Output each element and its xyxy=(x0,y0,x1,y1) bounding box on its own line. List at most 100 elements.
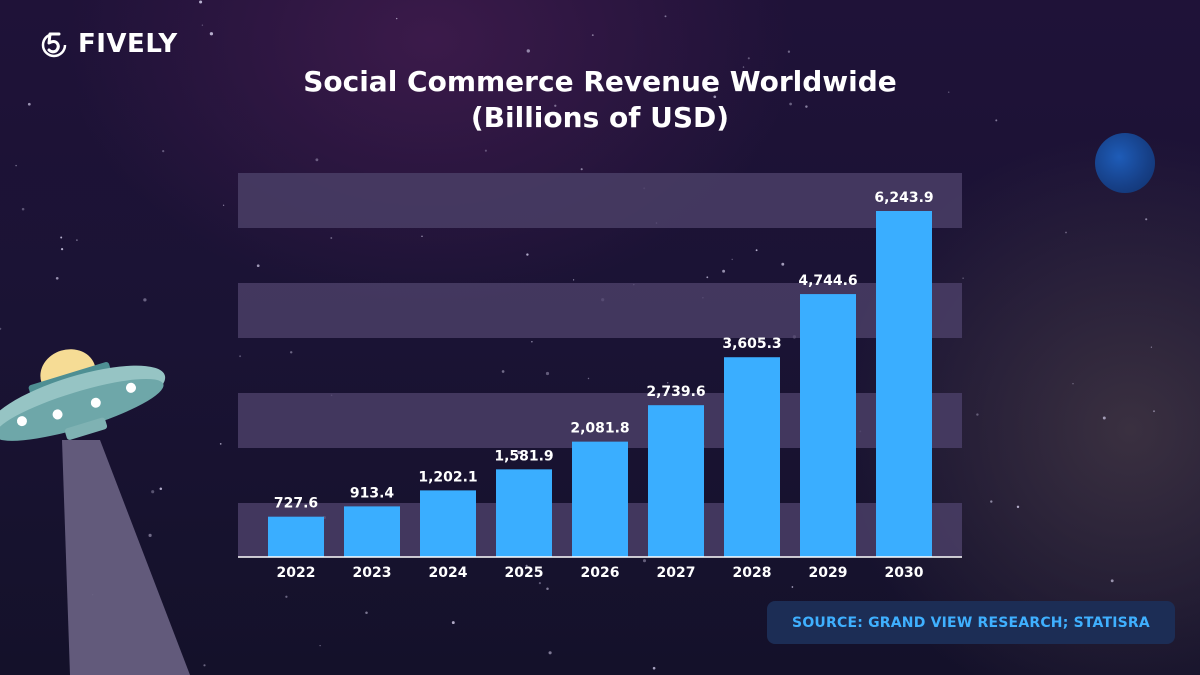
star xyxy=(664,15,667,18)
star xyxy=(484,149,487,152)
data-label-2025: 1,581.9 xyxy=(494,448,553,464)
star xyxy=(781,262,785,266)
star xyxy=(219,443,222,445)
star xyxy=(421,235,423,237)
star xyxy=(256,264,260,268)
star xyxy=(1102,416,1106,420)
star xyxy=(365,611,368,614)
star xyxy=(1150,346,1153,348)
brand-name: FIVELY xyxy=(78,29,178,59)
star xyxy=(1145,218,1148,221)
star xyxy=(319,644,321,647)
star xyxy=(591,34,594,37)
star xyxy=(652,666,656,670)
x-tick-label-2024: 2024 xyxy=(429,565,468,581)
star xyxy=(990,500,993,503)
star xyxy=(538,582,541,585)
x-tick-label-2028: 2028 xyxy=(733,565,772,581)
star xyxy=(545,371,550,376)
star xyxy=(580,168,583,171)
ufo-illustration xyxy=(0,349,190,675)
star xyxy=(330,237,333,239)
star xyxy=(203,664,206,667)
star xyxy=(517,450,521,455)
data-label-2028: 3,605.3 xyxy=(722,336,781,352)
star xyxy=(27,102,31,106)
bar-2030 xyxy=(876,211,932,557)
star xyxy=(572,279,575,281)
star xyxy=(159,487,163,490)
star xyxy=(962,277,964,279)
fively-logo-icon xyxy=(41,32,67,58)
bar-2028 xyxy=(724,357,780,557)
star xyxy=(548,651,552,655)
brand-logo: FIVELY xyxy=(38,28,178,60)
star xyxy=(666,382,669,384)
star xyxy=(731,258,733,261)
chart-title-line1: Social Commerce Revenue Worldwide xyxy=(303,65,897,98)
star xyxy=(525,564,528,568)
star xyxy=(0,327,2,330)
data-label-2024: 1,202.1 xyxy=(418,469,477,485)
bar-2022 xyxy=(268,516,324,557)
star xyxy=(722,269,726,273)
star xyxy=(791,586,794,588)
x-tick-label-2023: 2023 xyxy=(353,565,392,581)
star xyxy=(554,104,557,107)
star xyxy=(995,119,998,122)
star xyxy=(239,355,242,358)
data-label-2029: 4,744.6 xyxy=(798,273,857,289)
star xyxy=(148,533,152,537)
star xyxy=(199,0,203,4)
data-label-2023: 913.4 xyxy=(350,485,395,501)
star xyxy=(60,236,63,239)
star xyxy=(747,57,750,60)
star xyxy=(531,341,533,343)
star xyxy=(642,559,647,563)
x-tick-label-2025: 2025 xyxy=(505,565,544,581)
bar-2025 xyxy=(496,469,552,557)
star xyxy=(805,105,808,108)
star xyxy=(742,66,745,68)
star xyxy=(546,587,549,591)
x-tick-label-2022: 2022 xyxy=(277,565,316,581)
star xyxy=(201,24,204,26)
star xyxy=(526,49,530,53)
star xyxy=(285,595,288,598)
x-tick-label-2027: 2027 xyxy=(657,565,696,581)
star xyxy=(55,276,59,280)
data-label-2022: 727.6 xyxy=(274,496,318,512)
grid-band xyxy=(238,173,962,228)
star xyxy=(1072,383,1074,385)
source-note: SOURCE: GRAND VIEW RESEARCH; STATISRA xyxy=(767,601,1175,644)
chart-title-line2: (Billions of USD) xyxy=(470,101,730,134)
star xyxy=(706,276,709,279)
star xyxy=(787,50,791,53)
star xyxy=(396,17,398,20)
x-tick-label-2030: 2030 xyxy=(885,565,924,581)
star xyxy=(713,95,717,99)
planet-illustration xyxy=(1095,133,1155,193)
bar-2029 xyxy=(800,294,856,557)
star xyxy=(15,164,17,167)
data-label-2026: 2,081.8 xyxy=(570,421,629,437)
star xyxy=(1016,505,1020,509)
star xyxy=(162,150,165,153)
star xyxy=(1110,579,1114,583)
bar-2023 xyxy=(344,506,400,557)
star xyxy=(587,377,590,380)
star xyxy=(976,413,979,416)
x-tick-label-2026: 2026 xyxy=(581,565,620,581)
star xyxy=(21,207,25,211)
data-label-2030: 6,243.9 xyxy=(874,190,933,206)
star xyxy=(76,239,78,241)
star xyxy=(947,91,950,93)
star xyxy=(1065,231,1067,234)
star xyxy=(526,253,529,256)
star xyxy=(60,247,64,251)
star xyxy=(222,204,225,206)
bar-2024 xyxy=(420,490,476,557)
star xyxy=(151,490,155,494)
